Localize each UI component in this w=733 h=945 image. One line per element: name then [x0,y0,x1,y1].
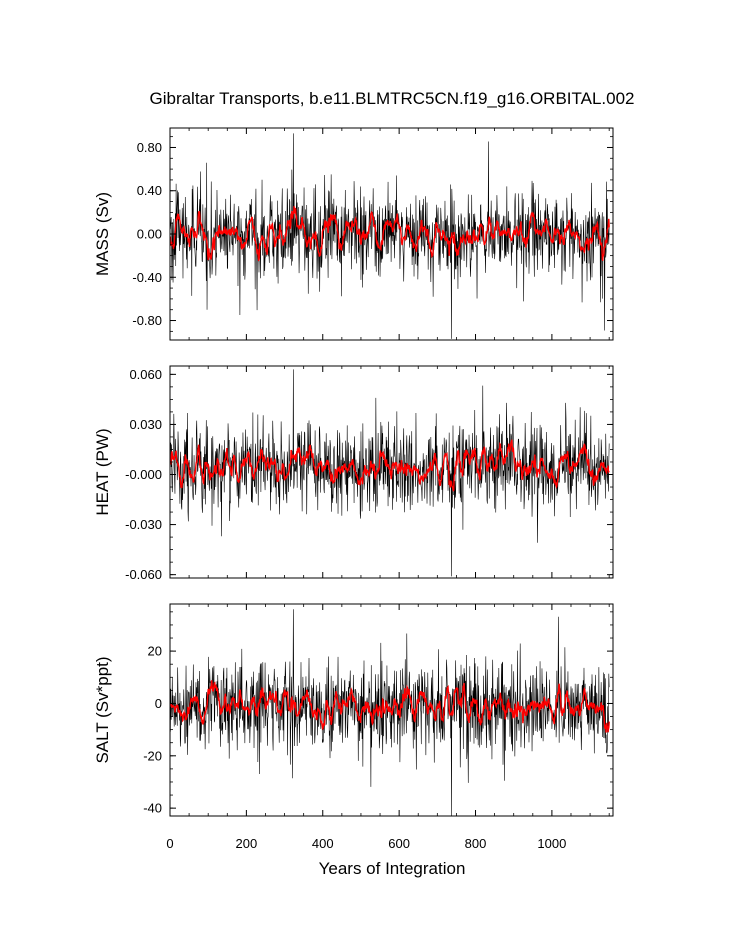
smoothed-series-2 [169,680,610,733]
x-tick-label: 800 [465,836,487,851]
y-tick-label: -0.000 [125,467,162,482]
y-tick-label: 0.00 [137,227,162,242]
x-axis-label: Years of Integration [319,859,466,878]
y-tick-label: 0.030 [129,417,162,432]
y-axis-label-1: HEAT (PW) [93,428,112,515]
panel-1: 0.060 0.030 -0.000 -0.030 -0.060 HEAT (PW) [93,365,614,582]
smoothed-series-0 [169,206,610,262]
y-tick-label: -0.40 [132,270,162,285]
x-tick-label: 0 [166,836,173,851]
smoothed-series-1 [169,439,610,492]
y-tick-label: -0.060 [125,567,162,582]
y-tick-label: 0 [155,696,162,711]
panels: 0.80 0.40 0.00 -0.40 -0.80 MASS (Sv) 0.060 0.03… [93,127,614,817]
y-tick-label: -20 [143,748,162,763]
y-tick-label: 20 [148,644,162,659]
plot-frame-2 [169,603,614,817]
x-axis: 0 200 400 600 800 1000 [166,836,566,851]
chart-title: Gibraltar Transports, b.e11.BLMTRC5CN.f1… [149,89,634,108]
y-tick-label: 0.80 [137,140,162,155]
y-tick-label: 0.40 [137,183,162,198]
y-tick-label: -40 [143,801,162,816]
raw-series-0 [170,133,610,339]
y-tick-label: 0.060 [129,367,162,382]
x-tick-label: 200 [236,836,258,851]
y-axis-label-2: SALT (Sv*ppt) [93,656,112,763]
panel-0: 0.80 0.40 0.00 -0.40 -0.80 MASS (Sv) [93,127,614,341]
plot-frame-1 [169,365,614,579]
raw-series-2 [170,609,610,817]
y-axis-label-0: MASS (Sv) [93,192,112,276]
y-tick-label: -0.030 [125,517,162,532]
x-tick-label: 400 [312,836,334,851]
panel-2: 20 0 -20 -40 SALT (Sv*ppt) [93,603,614,817]
x-tick-label: 600 [388,836,410,851]
y-tick-label: -0.80 [132,313,162,328]
x-tick-label: 1000 [537,836,566,851]
